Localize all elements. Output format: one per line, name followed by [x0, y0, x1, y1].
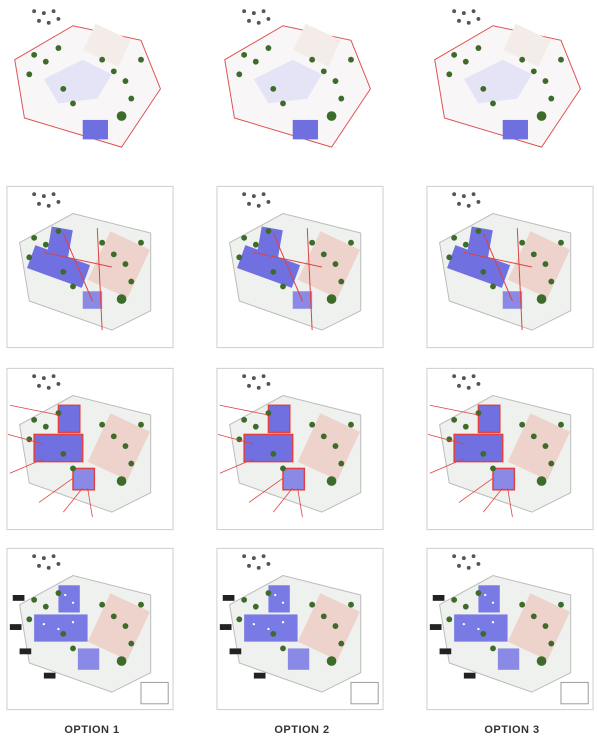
site-plan — [7, 548, 173, 709]
site-plan — [427, 548, 593, 709]
site-plan — [217, 548, 383, 709]
site-plan — [427, 368, 593, 529]
site-plan — [427, 186, 593, 347]
site-plan — [425, 1, 595, 166]
option-label: OPTION 3 — [484, 724, 539, 736]
plan-grid — [5, 1, 595, 709]
site-plan — [7, 186, 173, 347]
site-plan — [5, 1, 175, 166]
site-plan — [7, 368, 173, 529]
site-plan — [217, 186, 383, 347]
site-plan — [217, 368, 383, 529]
option-label: OPTION 1 — [64, 724, 119, 736]
option-label: OPTION 2 — [274, 724, 329, 736]
site-plan — [215, 1, 385, 166]
